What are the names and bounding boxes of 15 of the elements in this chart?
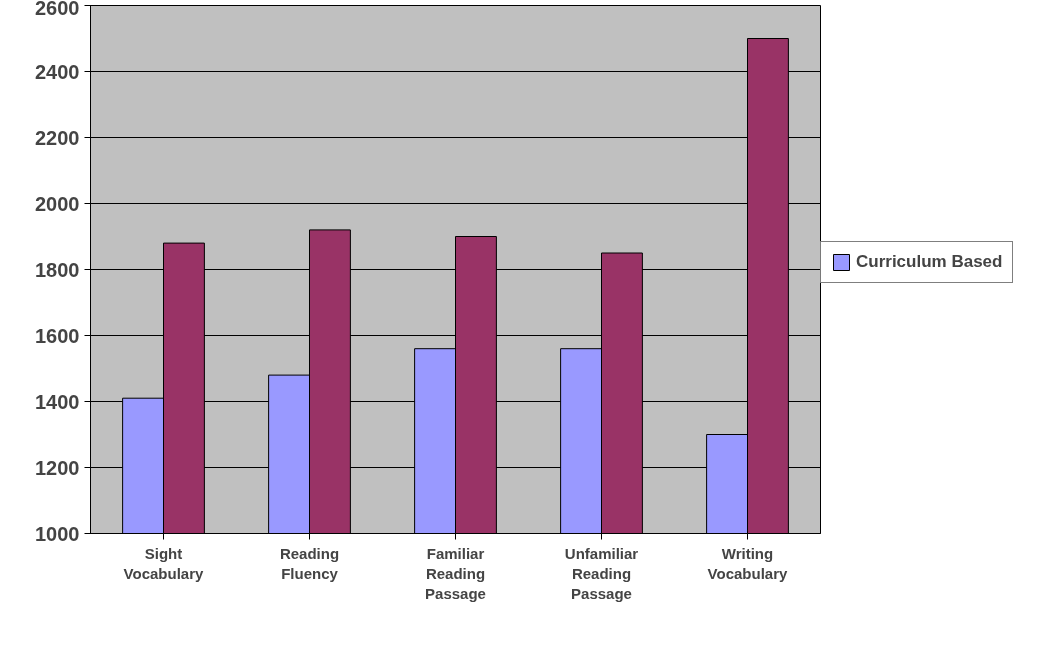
y-tick-label: 1800 bbox=[35, 258, 80, 281]
x-tick-label: Unfamiliar Reading Passage bbox=[564, 544, 639, 603]
y-tick-label: 2600 bbox=[35, 0, 80, 19]
y-tick-label: 1000 bbox=[35, 522, 80, 545]
x-tick-label: Reading Fluency bbox=[279, 544, 340, 582]
legend-label: Curriculum Based bbox=[856, 252, 1003, 272]
x-tick-label: Sight Vocabulary bbox=[123, 544, 205, 582]
y-tick-label: 2000 bbox=[35, 192, 80, 215]
x-tick-label: Familiar Reading Passage bbox=[425, 544, 486, 603]
y-tick-label: 1400 bbox=[35, 390, 80, 413]
x-tick-label: Writing Vocabulary bbox=[707, 544, 789, 582]
y-tick-label: 2400 bbox=[35, 60, 80, 83]
y-tick-label: 2200 bbox=[35, 126, 80, 149]
y-tick-label: 1200 bbox=[35, 456, 80, 479]
y-tick-label: 1600 bbox=[35, 324, 80, 347]
